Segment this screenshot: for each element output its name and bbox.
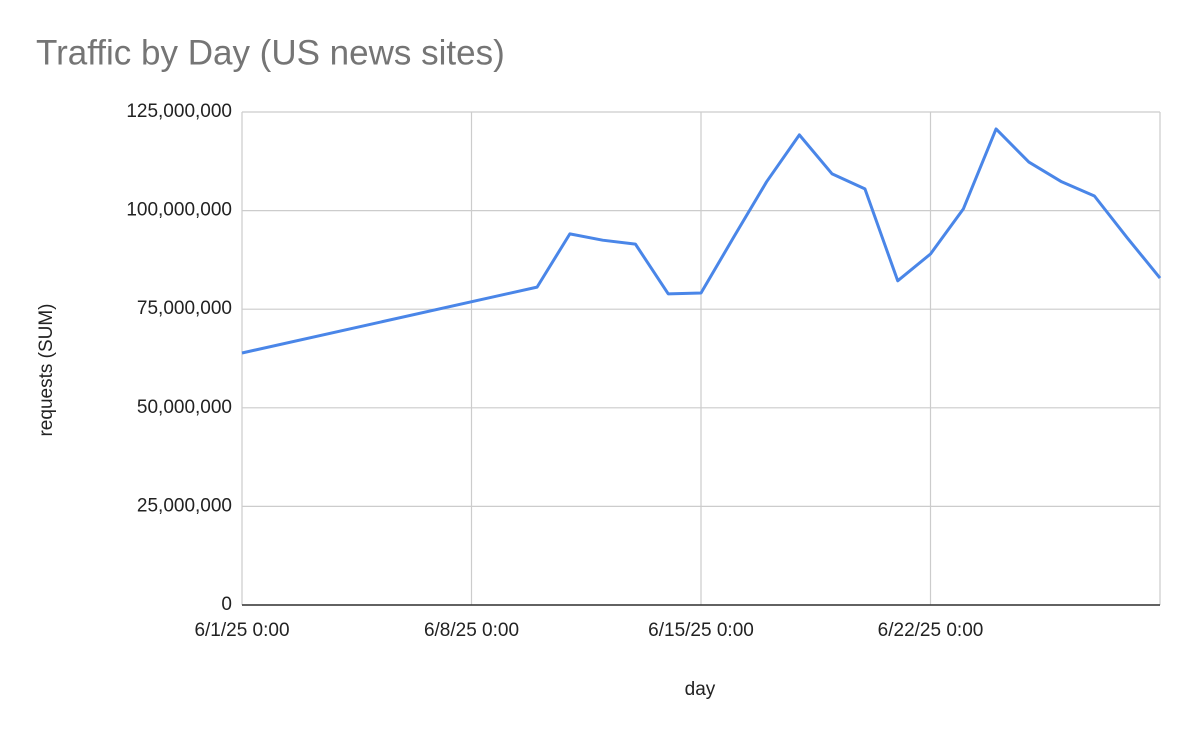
x-tick-label: 6/8/25 0:00 xyxy=(424,620,519,641)
y-tick-label: 50,000,000 xyxy=(137,397,232,418)
y-tick-label: 75,000,000 xyxy=(137,298,232,319)
x-tick-label: 6/1/25 0:00 xyxy=(194,620,289,641)
y-axis-label: requests (SUM) xyxy=(36,303,57,436)
line-series xyxy=(241,127,1162,355)
y-tick-label: 125,000,000 xyxy=(126,101,232,122)
chart-title: Traffic by Day (US news sites) xyxy=(36,33,505,72)
y-tick-label: 100,000,000 xyxy=(126,200,232,221)
x-axis-label: day xyxy=(685,679,716,700)
x-tick-label: 6/15/25 0:00 xyxy=(648,620,754,641)
y-tick-label: 25,000,000 xyxy=(137,495,232,516)
x-tick-label: 6/22/25 0:00 xyxy=(878,620,984,641)
y-tick-label: 0 xyxy=(221,594,232,615)
